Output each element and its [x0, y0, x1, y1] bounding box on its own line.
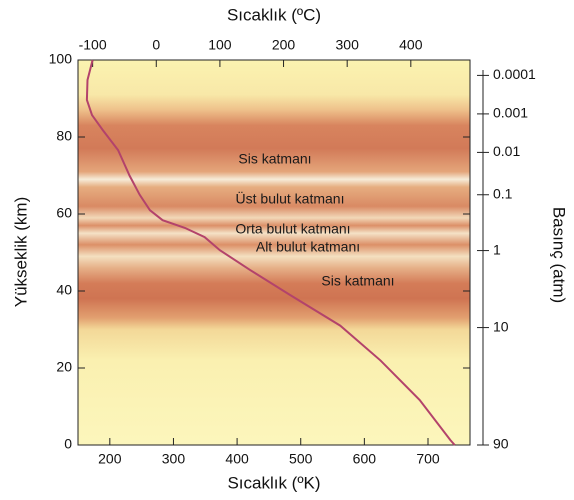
x-tick-label: 600	[353, 451, 377, 467]
y2-tick-label: 10	[493, 318, 509, 334]
x2-tick-label: 400	[399, 37, 423, 53]
x2-tick-label: 300	[336, 37, 360, 53]
x-axis-title: Sıcaklık (ºK)	[227, 473, 320, 492]
y2-tick-label: 0.0001	[493, 66, 536, 82]
y-tick-label: 40	[56, 282, 72, 298]
y2-tick-label: 0.001	[493, 105, 528, 121]
y-tick-label: 100	[49, 51, 73, 67]
y-axis-title: Yükseklik (km)	[11, 197, 30, 308]
y2-tick-label: 0.1	[493, 185, 513, 201]
y2-tick-label: 1	[493, 241, 501, 257]
x-tick-label: 500	[289, 451, 313, 467]
chart: Sıcaklık (ºC) Sıcaklık (ºK) Yükseklik (k…	[0, 0, 574, 500]
layer-label: Orta bulut katmanı	[235, 221, 350, 237]
y-tick-label: 20	[56, 359, 72, 375]
x-tick-label: 700	[416, 451, 440, 467]
y2-tick-label: 0.01	[493, 143, 520, 159]
x2-tick-label: 0	[152, 37, 160, 53]
x-tick-label: 200	[98, 451, 122, 467]
y-tick-label: 60	[56, 205, 72, 221]
y2-axis-title: Basınç (atm)	[550, 207, 569, 303]
layer-label: Sis katmanı	[321, 273, 394, 289]
layer-label: Üst bulut katmanı	[236, 190, 345, 207]
x-tick-label: 300	[162, 451, 186, 467]
x2-tick-label: 200	[272, 37, 296, 53]
layer-label: Sis katmanı	[238, 151, 311, 167]
x-tick-label: 400	[225, 451, 249, 467]
y2-tick-label: 90	[493, 436, 509, 452]
y-tick-label: 0	[64, 436, 72, 452]
layer-label: Alt bulut katmanı	[256, 239, 360, 255]
x2-tick-label: -100	[79, 37, 107, 53]
x2-tick-label: 100	[208, 37, 232, 53]
y-tick-label: 80	[56, 128, 72, 144]
top-axis-title: Sıcaklık (ºC)	[227, 5, 321, 24]
